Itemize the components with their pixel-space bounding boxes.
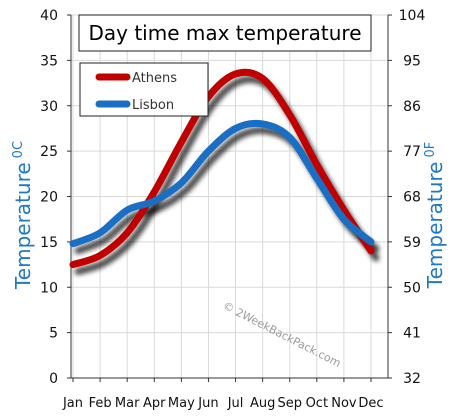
legend-label-athens: Athens <box>132 71 177 86</box>
right-tick-label: 95 <box>403 53 421 69</box>
left-tick-label: 20 <box>40 190 58 206</box>
x-tick-label: Feb <box>89 396 112 411</box>
x-tick-label: Jan <box>62 396 83 411</box>
data-point-athens <box>154 191 155 192</box>
data-point-athens <box>262 78 263 79</box>
data-point-lisbon <box>289 137 290 138</box>
right-tick-label: 32 <box>403 371 421 387</box>
left-tick-label: 30 <box>40 99 58 115</box>
x-tick-label: Mar <box>115 396 140 411</box>
right-axis-ticks: 32 41 50 59 68 77 86 95 104 <box>388 8 425 387</box>
series-lines <box>69 68 375 269</box>
right-tick-label: 59 <box>403 235 421 251</box>
right-tick-label: 86 <box>403 99 421 115</box>
data-point-athens <box>181 142 182 143</box>
data-point-athens <box>100 255 101 256</box>
x-tick-label: Jun <box>197 396 218 411</box>
x-tick-label: Apr <box>143 396 166 411</box>
left-tick-label: 0 <box>49 371 58 387</box>
data-point-athens <box>371 250 372 251</box>
x-tick-label: Aug <box>250 396 275 411</box>
data-point-lisbon <box>127 210 128 211</box>
x-tick-label: Oct <box>306 396 328 411</box>
data-point-lisbon <box>208 151 209 152</box>
data-point-athens <box>289 114 290 115</box>
left-axis-ticks: 0 5 10 15 20 25 30 35 40 <box>40 8 71 387</box>
right-tick-label: 77 <box>403 144 421 160</box>
data-point-lisbon <box>262 123 263 124</box>
data-point-lisbon <box>73 243 74 244</box>
left-tick-label: 35 <box>40 53 58 69</box>
data-point-athens <box>73 264 74 265</box>
x-tick-label: Dec <box>358 396 383 411</box>
x-tick-label: Jul <box>227 396 244 411</box>
right-tick-label: 50 <box>403 280 421 296</box>
left-axis-title: Temperature0C <box>11 141 35 290</box>
data-point-athens <box>235 73 236 74</box>
data-point-athens <box>343 210 344 211</box>
left-tick-label: 25 <box>40 144 58 160</box>
data-point-lisbon <box>181 182 182 183</box>
right-tick-label: 68 <box>403 190 421 206</box>
right-tick-label: 41 <box>403 326 421 342</box>
data-point-lisbon <box>235 128 236 129</box>
legend-label-lisbon: Lisbon <box>132 98 174 113</box>
left-tick-label: 10 <box>40 280 58 296</box>
data-point-lisbon <box>343 219 344 220</box>
data-point-lisbon <box>371 241 372 242</box>
right-tick-label: 104 <box>399 8 426 24</box>
series-line-lisbon <box>69 119 375 248</box>
x-tick-label: Nov <box>331 396 357 411</box>
right-axis-title: Temperature0F <box>423 142 447 289</box>
x-axis-ticks: Jan Feb Mar Apr May Jun Jul Aug Sep Oct Nov Dec <box>62 378 384 411</box>
series-line-athens <box>69 68 375 269</box>
left-tick-label: 15 <box>40 235 58 251</box>
left-tick-label: 40 <box>40 8 58 24</box>
data-point-lisbon <box>100 232 101 233</box>
left-tick-label: 5 <box>49 326 58 342</box>
data-point-lisbon <box>154 201 155 202</box>
data-point-athens <box>127 232 128 233</box>
chart-title: Day time max temperature <box>88 21 361 45</box>
data-point-lisbon <box>316 178 317 179</box>
x-tick-label: May <box>168 396 195 411</box>
title-box <box>78 14 372 52</box>
watermark: © 2WeekBackPack.com <box>221 299 343 370</box>
x-tick-label: Sep <box>277 396 302 411</box>
data-point-athens <box>316 164 317 165</box>
